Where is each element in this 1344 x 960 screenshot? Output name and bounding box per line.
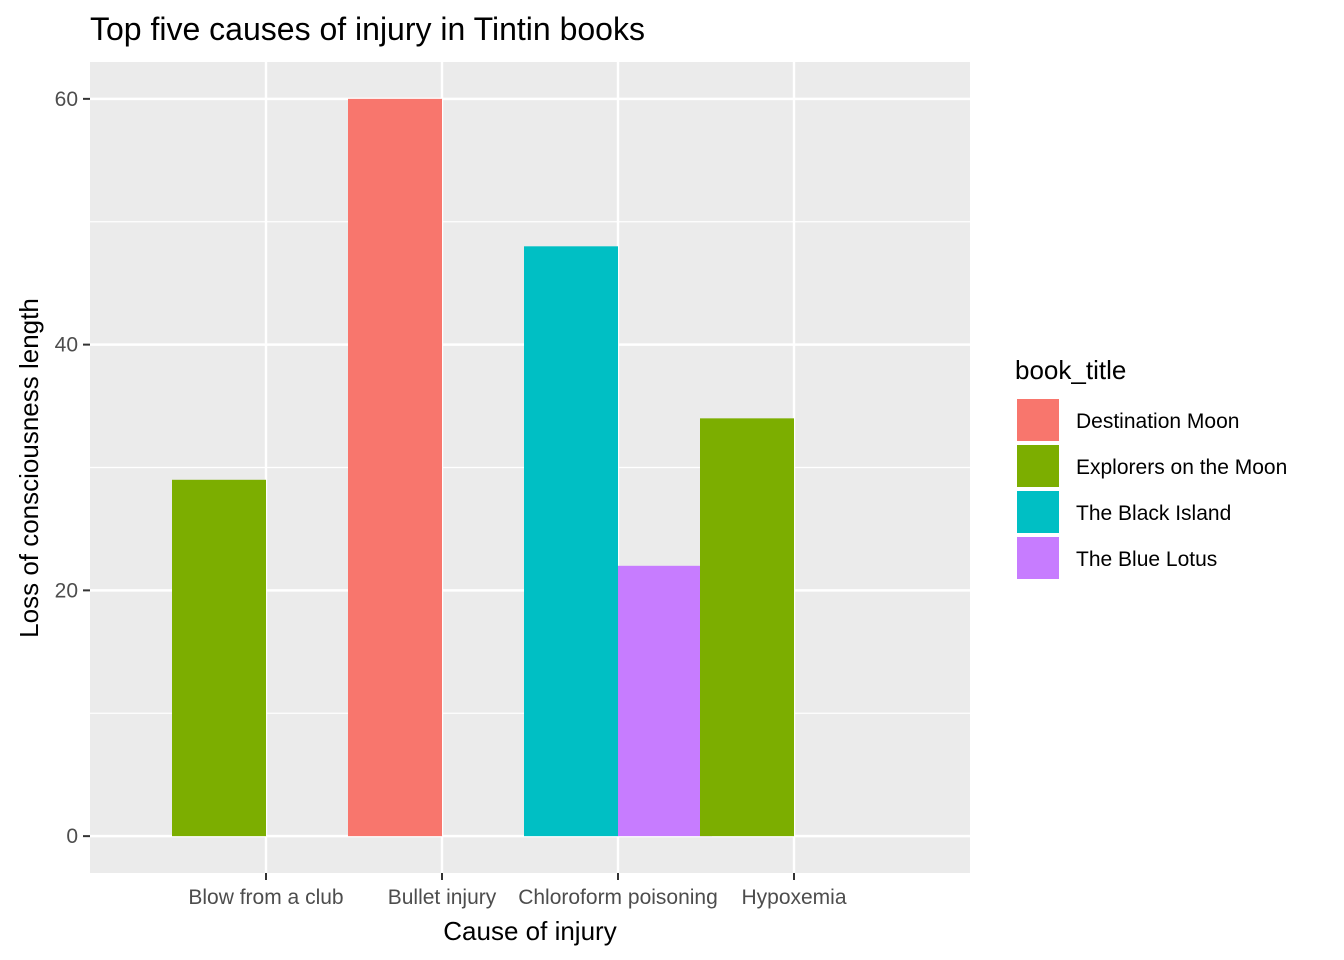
y-tick-label: 60 xyxy=(55,88,78,111)
x-axis: Blow from a club Bullet injury Chloroform … xyxy=(188,873,847,909)
x-axis-title: Cause of injury xyxy=(443,916,616,946)
y-tick-label: 0 xyxy=(66,825,78,848)
legend: book_title Destination Moon Explorers on … xyxy=(1015,355,1287,581)
bar xyxy=(172,479,266,837)
legend-label: The Blue Lotus xyxy=(1076,548,1217,571)
bar xyxy=(348,98,442,837)
legend-title: book_title xyxy=(1015,355,1126,385)
y-axis-title: Loss of consciousness length xyxy=(14,298,44,638)
x-tick-label: Blow from a club xyxy=(188,886,343,909)
legend-key xyxy=(1015,397,1061,443)
y-tick-label: 40 xyxy=(55,334,78,357)
x-tick-label: Hypoxemia xyxy=(741,886,846,909)
bar xyxy=(700,418,794,837)
chart-title: Top five causes of injury in Tintin book… xyxy=(90,11,645,47)
x-tick-label: Chloroform poisoning xyxy=(518,886,718,909)
legend-label: Explorers on the Moon xyxy=(1076,456,1287,479)
y-axis: 0 20 40 60 xyxy=(55,88,90,848)
legend-label: Destination Moon xyxy=(1076,410,1239,433)
bars xyxy=(172,98,794,837)
bar xyxy=(524,246,618,837)
x-tick-label: Bullet injury xyxy=(388,886,497,909)
y-tick-label: 20 xyxy=(55,579,78,602)
legend-label: The Black Island xyxy=(1076,502,1231,525)
legend-key xyxy=(1015,443,1061,489)
legend-key xyxy=(1015,489,1061,535)
bar xyxy=(618,565,712,837)
legend-key xyxy=(1015,535,1061,581)
